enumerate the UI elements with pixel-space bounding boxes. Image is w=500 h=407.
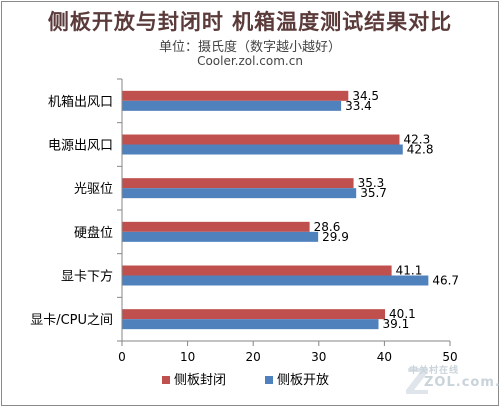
bar [122,275,429,286]
category-label: 硬盘位 [74,225,113,241]
bar-value-label: 28.6 [314,220,341,234]
bar-value-label: 40.1 [389,307,416,321]
bar [122,221,310,232]
legend-swatch [162,376,170,384]
bar-value-label: 29.9 [322,230,349,244]
legend-label: 侧板封闭 [174,373,226,388]
bar [122,265,392,276]
category-label: 显卡下方 [61,269,113,285]
legend-swatch [265,376,273,384]
bar [122,178,354,189]
bar-value-label: 46.7 [432,274,459,288]
bar [122,134,400,145]
bar-value-label: 35.7 [360,186,387,200]
bar [122,309,386,320]
bar [122,319,379,330]
watermark-cn: 中关村在线 [409,366,460,376]
chart-subtitle: 单位：摄氏度（数字越小越好） [158,40,341,55]
category-label: 光驱位 [74,182,113,197]
x-tick-label: 50 [442,350,457,364]
zol-watermark-logo [406,368,428,394]
bar [122,90,349,101]
bar-value-label: 39.1 [382,317,409,331]
bar-value-label: 41.1 [396,264,423,278]
x-tick-label: 30 [311,350,326,364]
bar [122,188,357,199]
bar [122,100,342,111]
bar-value-label: 42.8 [407,143,434,157]
chart-source: Cooler.zol.com.cn [197,54,303,68]
x-tick-label: 10 [180,350,195,364]
category-label: 电源出风口 [48,139,113,154]
watermark-en: ZOL.com.cn [424,375,500,390]
x-tick-label: 0 [118,350,126,364]
bar [122,144,403,155]
bar-value-label: 34.5 [352,89,379,103]
legend-label: 侧板开放 [277,373,329,388]
bar-value-label: 35.3 [358,176,385,190]
category-label: 机箱出风口 [48,94,113,110]
bar-value-label: 33.4 [345,99,372,113]
chart-title: 侧板开放与封闭时 机箱温度测试结果对比 [47,10,453,34]
x-tick-label: 40 [377,350,392,364]
category-label: 显卡/CPU之间 [30,313,113,328]
bar-value-label: 42.3 [403,133,430,147]
x-tick-label: 20 [246,350,261,364]
bar [122,231,319,242]
